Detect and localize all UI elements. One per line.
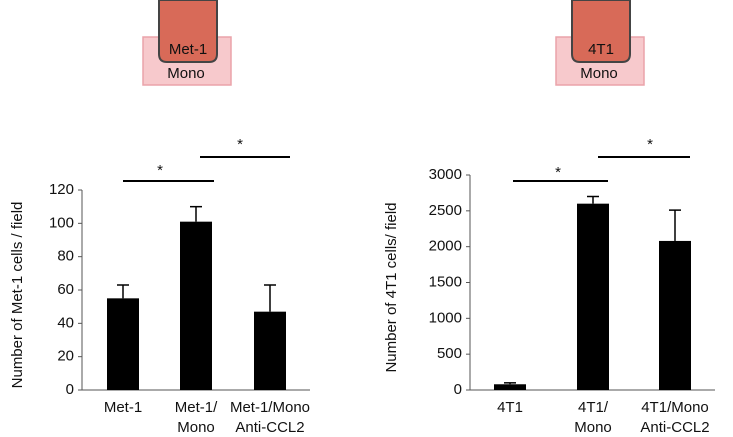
x-tick-label: Met-1/ — [175, 399, 218, 416]
y-tick-label: 2000 — [429, 238, 462, 255]
x-tick-label: 4T1/Mono — [641, 399, 709, 416]
y-tick-label: 40 — [57, 314, 74, 331]
inset-bottom-label: Mono — [167, 65, 205, 82]
figure: Met-1 Mono 0 20 40 60 80 100 120 Number of Met-1 … — [0, 0, 733, 437]
inset-top-label: 4T1 — [588, 41, 614, 58]
significance-label: * — [647, 136, 653, 153]
x-tick-label: 4T1/ — [578, 399, 609, 416]
x-tick-label: Anti-CCL2 — [235, 419, 304, 436]
x-tick-label: Anti-CCL2 — [640, 419, 709, 436]
y-axis-label: Number of 4T1 cells/ field — [383, 202, 400, 372]
y-axis-label: Number of Met-1 cells / field — [9, 202, 26, 389]
y-tick-label: 0 — [454, 381, 462, 398]
bar — [577, 204, 609, 390]
bar — [107, 298, 139, 390]
x-tick-label: Mono — [177, 419, 215, 436]
significance-label: * — [157, 162, 163, 179]
y-tick-label: 0 — [66, 381, 74, 398]
y-tick-label: 500 — [437, 345, 462, 362]
y-tick-label: 120 — [49, 181, 74, 198]
significance-label: * — [237, 136, 243, 153]
y-tick-label: 60 — [57, 281, 74, 298]
y-tick-label: 100 — [49, 214, 74, 231]
bar — [659, 241, 691, 390]
inset-top-label: Met-1 — [169, 41, 207, 58]
bar — [180, 222, 212, 390]
y-tick-label: 1500 — [429, 273, 462, 290]
y-tick-label: 80 — [57, 248, 74, 265]
y-tick-label: 1000 — [429, 309, 462, 326]
x-tick-label: 4T1 — [497, 399, 523, 416]
bar — [494, 384, 526, 390]
x-tick-label: Met-1 — [104, 399, 142, 416]
x-tick-label: Mono — [574, 419, 612, 436]
y-tick-label: 20 — [57, 348, 74, 365]
inset-bottom-label: Mono — [580, 65, 618, 82]
y-tick-label: 2500 — [429, 202, 462, 219]
y-tick-label: 3000 — [429, 166, 462, 183]
significance-label: * — [555, 164, 561, 181]
bar — [254, 312, 286, 390]
x-tick-label: Met-1/Mono — [230, 399, 310, 416]
